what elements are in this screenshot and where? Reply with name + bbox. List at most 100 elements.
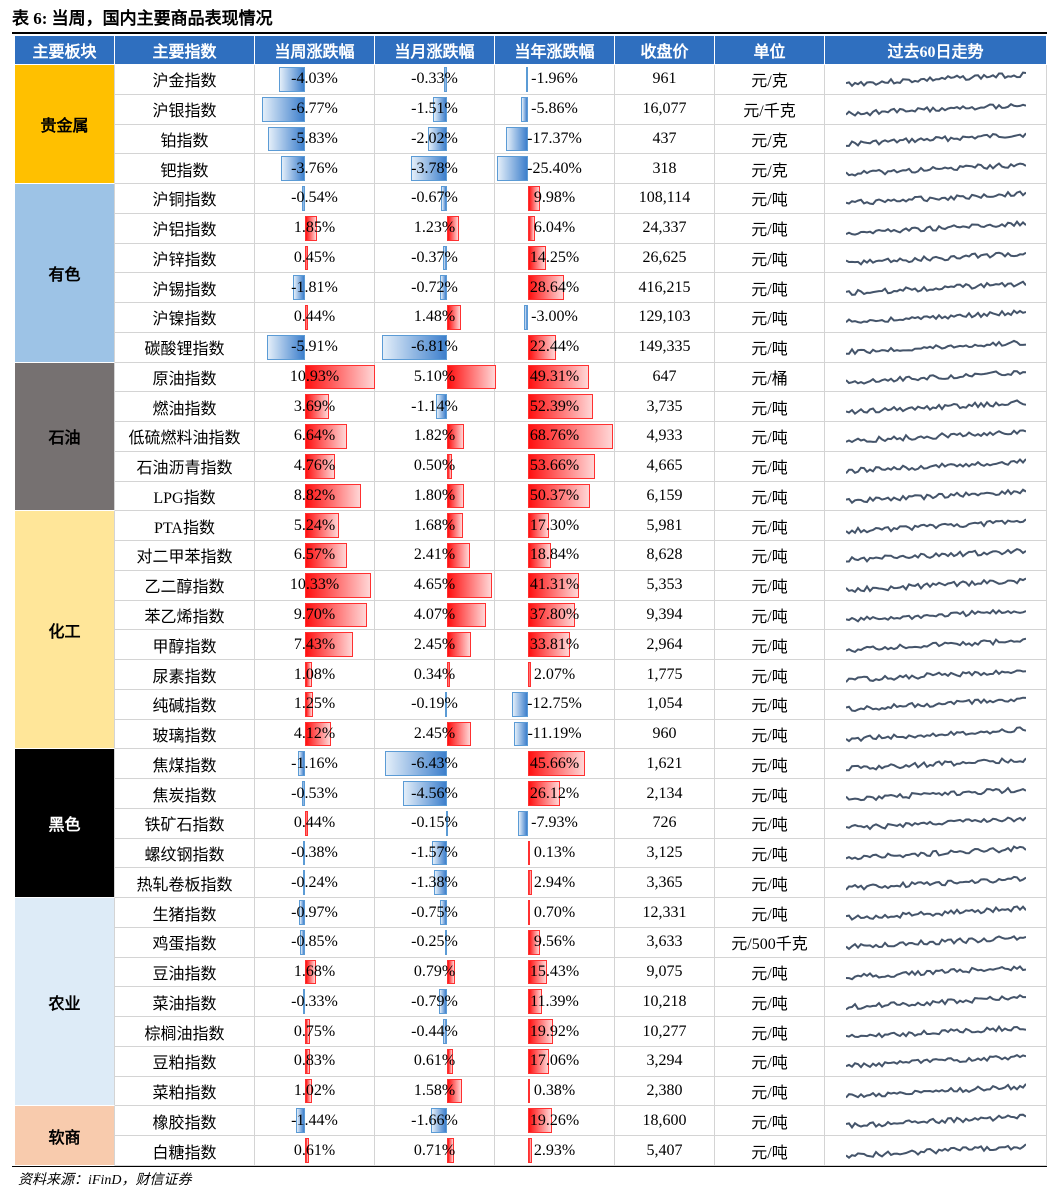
table-cell: 1.68%: [375, 511, 495, 542]
table-cell: 元/吨: [715, 1136, 825, 1166]
table-cell: 68.76%: [495, 422, 615, 452]
cell-text: -0.25%: [411, 933, 458, 951]
data-bar: [280, 156, 305, 182]
cell-text: 元/千克: [743, 103, 796, 121]
data-bar: [447, 543, 471, 568]
sparkline-path: [845, 309, 1026, 325]
table-cell: 元/吨: [715, 779, 825, 809]
sparkline-cell: [825, 422, 1047, 452]
table-cell: 乙二醇指数: [115, 570, 255, 601]
table-cell: 焦炭指数: [115, 779, 255, 809]
table-cell: -1.66%: [375, 1106, 495, 1137]
sparkline-path: [845, 1143, 1026, 1159]
data-bar: [447, 453, 452, 479]
cell-text: 5.10%: [413, 367, 456, 385]
table-cell: 10.33%: [255, 570, 375, 601]
sparkline-path: [845, 398, 1026, 415]
cell-text: 9,394: [646, 605, 683, 623]
table-cell: 108,114: [615, 184, 715, 214]
cell-text: 14.25%: [529, 248, 580, 266]
table-cell: 0.61%: [255, 1136, 375, 1166]
table-cell: 元/吨: [715, 332, 825, 363]
data-bar: [427, 126, 447, 152]
group-label: 贵金属: [15, 65, 115, 185]
table-cell: 尿素指数: [115, 660, 255, 690]
cell-text: 9.56%: [533, 933, 576, 951]
table-cell: 元/桶: [715, 362, 825, 393]
cell-text: -0.33%: [291, 992, 338, 1010]
cell-text: -4.56%: [411, 784, 458, 802]
data-bar: [439, 900, 447, 925]
cell-text: 50.37%: [529, 486, 580, 504]
column-header: 单位: [715, 36, 825, 64]
table-cell: 8.82%: [255, 481, 375, 512]
table-cell: -0.79%: [375, 987, 495, 1018]
data-bar: [302, 989, 305, 1015]
cell-text: 16,077: [642, 100, 687, 118]
cell-text: 5,353: [646, 576, 683, 594]
cell-text: 元/吨: [751, 995, 788, 1013]
source-note: 资料来源：iFinD，财信证券: [18, 1173, 192, 1188]
cell-text: 元/吨: [751, 876, 788, 894]
table-cell: 18.84%: [495, 541, 615, 571]
cell-text: 碳酸锂指数: [144, 341, 225, 359]
sparkline-path: [845, 548, 1026, 564]
sparkline-path: [845, 429, 1026, 444]
cell-text: -5.86%: [531, 100, 578, 118]
group-label: 有色: [15, 184, 115, 363]
cell-text: 18,600: [642, 1111, 687, 1129]
cell-text: 22.44%: [529, 338, 580, 356]
sparkline-cell: [825, 868, 1047, 899]
table-cell: 19.92%: [495, 1017, 615, 1047]
table-cell: -2.02%: [375, 124, 495, 155]
cell-text: -3.78%: [411, 159, 458, 177]
data-bar: [528, 453, 595, 479]
cell-text: 437: [652, 129, 677, 147]
table-cell: -0.85%: [255, 927, 375, 958]
cell-text: 15.43%: [529, 963, 580, 981]
sparkline-path: [845, 875, 1026, 891]
data-bar: [447, 483, 465, 509]
table-cell: 14.25%: [495, 243, 615, 274]
table-cell: 沪锡指数: [115, 273, 255, 304]
cell-text: 元/吨: [751, 1055, 788, 1073]
table-cell: 沪银指数: [115, 94, 255, 125]
cell-text: 热轧卷板指数: [136, 876, 233, 894]
cell-text: 苯乙烯指数: [144, 608, 225, 626]
cell-text: 1.08%: [293, 665, 336, 683]
sparkline: [845, 251, 1026, 266]
table-cell: 元/500千克: [715, 927, 825, 958]
table-cell: 低硫燃料油指数: [115, 422, 255, 452]
cell-text: 7.43%: [293, 635, 336, 653]
table-cell: 棕榈油指数: [115, 1017, 255, 1047]
cell-text: 元/吨: [751, 519, 788, 537]
data-bar: [305, 572, 372, 598]
data-bar: [528, 1108, 552, 1134]
table-cell: 3,365: [615, 868, 715, 899]
table-cell: 元/吨: [715, 600, 825, 631]
table-cell: 对二甲苯指数: [115, 541, 255, 571]
table-cell: 3.69%: [255, 392, 375, 423]
data-bar: [298, 900, 305, 925]
sparkline: [845, 132, 1026, 147]
sparkline-cell: [825, 362, 1047, 393]
cell-text: 橡胶指数: [152, 1114, 217, 1132]
table-cell: 960: [615, 719, 715, 750]
sparkline-cell: [825, 154, 1047, 185]
data-bar: [305, 513, 339, 539]
cell-text: 9.70%: [293, 605, 336, 623]
cell-text: 乙二醇指数: [144, 579, 225, 597]
sparkline-path: [845, 339, 1026, 356]
cell-text: -3.00%: [531, 308, 578, 326]
cell-text: 元/吨: [751, 430, 788, 448]
cell-text: 燃油指数: [152, 400, 217, 418]
table-cell: 菜油指数: [115, 987, 255, 1018]
cell-text: 68.76%: [529, 427, 580, 445]
table-cell: 沪镍指数: [115, 303, 255, 333]
data-bar: [528, 781, 561, 806]
cell-text: 2,134: [646, 784, 683, 802]
table-cell: 437: [615, 124, 715, 155]
table-cell: -1.14%: [375, 392, 495, 423]
table-cell: 26,625: [615, 243, 715, 274]
data-bar: [528, 186, 541, 211]
